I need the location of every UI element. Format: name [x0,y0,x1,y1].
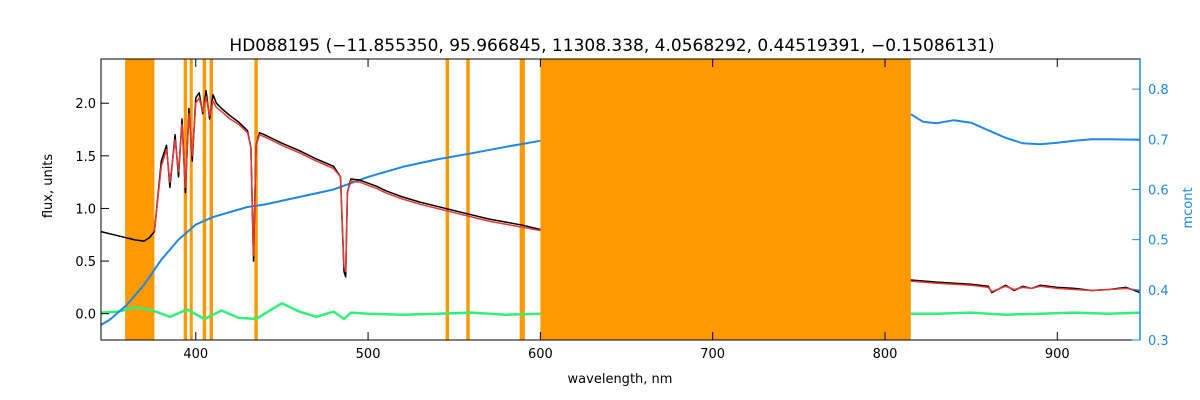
y-right-tick-label-2: 0.5 [1148,234,1169,249]
observed-line-0 [100,89,541,278]
x-tick-label-2: 600 [528,347,553,362]
y-tick-label-1: 0.5 [75,255,96,270]
x-tick-label-1: 500 [356,347,381,362]
continuum-line-7 [910,113,1141,146]
y-axis-label-right: mcont [1181,187,1196,228]
model-line-2 [153,96,541,273]
masked-region-8 [519,59,525,340]
masked-region-0 [125,59,155,340]
y-right-tick-label-3: 0.6 [1148,183,1169,198]
masked-region-2 [189,59,193,340]
y-tick-label-3: 1.5 [75,150,96,165]
axis-ticks: 400 500 600 700 800 900 0.0 0.5 1.0 1.5 2.0 0.3 0.4 0… [75,59,1169,362]
y-tick-label-4: 2.0 [75,97,96,112]
x-tick-label-4: 800 [873,347,898,362]
masked-region-3 [202,59,207,340]
x-tick-label-5: 900 [1045,347,1070,362]
x-axis-label: wavelength, nm [568,372,673,387]
series-lines [100,89,1141,326]
residual-line-4 [100,301,541,321]
masked-region-6 [445,59,450,340]
y-axis-label: flux, units [41,154,56,219]
continuum-line-6 [100,139,541,326]
y-right-tick-label-0: 0.3 [1148,334,1169,349]
residual-line-5 [910,311,1141,316]
masked-region-9 [540,59,911,340]
observed-line-1 [910,279,1141,294]
masked-region-4 [209,59,213,340]
y-right-tick-label-1: 0.4 [1148,284,1169,299]
model-line-3 [910,280,1141,293]
masked-region-1 [183,59,188,340]
x-tick-label-3: 700 [700,347,725,362]
masked-region-7 [466,59,470,340]
x-tick-label-0: 400 [183,347,208,362]
y-tick-label-2: 1.0 [75,202,96,217]
y-tick-label-0: 0.0 [75,308,96,323]
chart-title: HD088195 (−11.855350, 95.966845, 11308.3… [229,36,994,56]
masked-regions [125,59,911,340]
y-right-tick-label-5: 0.8 [1148,83,1169,98]
y-right-tick-label-4: 0.7 [1148,133,1169,148]
masked-region-5 [254,59,258,340]
